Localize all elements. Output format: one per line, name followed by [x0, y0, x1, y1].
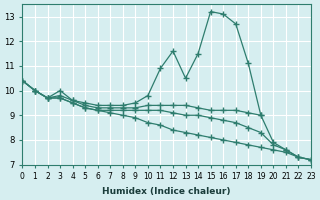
X-axis label: Humidex (Indice chaleur): Humidex (Indice chaleur): [102, 187, 231, 196]
